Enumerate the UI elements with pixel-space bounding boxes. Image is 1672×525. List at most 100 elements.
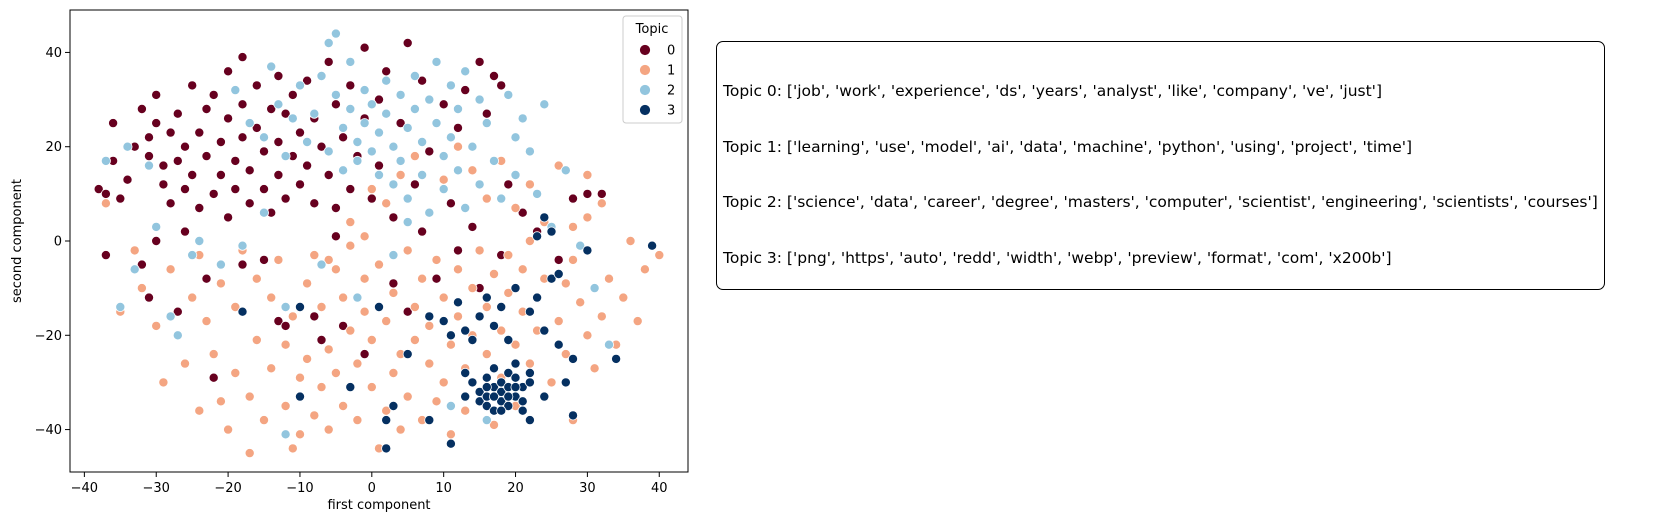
point-topic-0-15	[165, 198, 176, 209]
point-topic-3-65	[460, 367, 471, 378]
point-topic-1-134	[568, 221, 579, 232]
point-topic-0-97	[143, 292, 154, 303]
point-topic-3-40	[488, 320, 499, 331]
point-topic-2-2	[122, 141, 133, 152]
point-topic-2-10	[244, 118, 255, 129]
point-topic-1-3	[136, 283, 147, 294]
point-topic-0-34	[230, 184, 241, 195]
point-topic-1-117	[194, 405, 205, 416]
point-topic-3-39	[481, 292, 492, 303]
point-topic-1-31	[302, 353, 313, 364]
point-topic-0-31	[223, 113, 234, 124]
point-topic-2-60	[467, 141, 478, 152]
point-topic-3-51	[582, 245, 593, 256]
point-topic-3-60	[438, 316, 449, 327]
legend-marker-topic-3	[639, 104, 651, 116]
point-topic-1-125	[438, 174, 449, 185]
point-topic-1-91	[517, 264, 528, 275]
point-topic-2-86	[187, 250, 198, 261]
point-topic-1-104	[575, 297, 586, 308]
point-topic-2-13	[273, 99, 284, 110]
point-topic-0-50	[280, 193, 291, 204]
point-topic-1-116	[158, 377, 169, 388]
point-topic-3-50	[568, 353, 579, 364]
point-topic-0-10	[151, 89, 162, 100]
point-topic-3-15	[510, 372, 521, 383]
point-topic-0-21	[187, 169, 198, 180]
legend-label-topic-3: 3	[667, 104, 675, 119]
point-topic-0-100	[273, 316, 284, 327]
point-topic-2-52	[438, 151, 449, 162]
point-topic-0-99	[208, 372, 219, 383]
point-topic-1-133	[553, 160, 564, 171]
point-topic-0-86	[481, 108, 492, 119]
point-topic-1-66	[431, 254, 442, 265]
point-topic-1-73	[452, 311, 463, 322]
point-topic-0-54	[294, 179, 305, 190]
point-topic-0-38	[244, 198, 255, 209]
point-topic-1-21	[258, 415, 269, 426]
point-topic-3-43	[510, 283, 521, 294]
point-topic-1-120	[366, 184, 377, 195]
point-topic-1-13	[215, 278, 226, 289]
point-topic-1-30	[302, 278, 313, 289]
point-topic-1-138	[323, 254, 334, 265]
point-topic-1-82	[488, 419, 499, 430]
point-topic-1-92	[524, 358, 535, 369]
point-topic-0-39	[244, 165, 255, 176]
point-topic-1-47	[359, 306, 370, 317]
point-topic-1-36	[323, 344, 334, 355]
point-topic-1-61	[409, 334, 420, 345]
point-topic-0-22	[194, 127, 205, 138]
point-topic-0-14	[165, 127, 176, 138]
point-topic-2-67	[510, 169, 521, 180]
point-topic-1-54	[388, 287, 399, 298]
point-topic-2-23	[330, 28, 341, 39]
point-topic-1-45	[352, 358, 363, 369]
point-topic-2-4	[151, 221, 162, 232]
point-topic-1-11	[208, 349, 219, 360]
point-topic-1-19	[251, 334, 262, 345]
point-topic-1-114	[639, 264, 650, 275]
point-topic-0-25	[201, 151, 212, 162]
point-topic-1-126	[452, 141, 463, 152]
point-topic-2-46	[417, 136, 428, 147]
legend-frame	[622, 15, 683, 124]
point-topic-1-93	[524, 235, 535, 246]
legend-title: Topic	[635, 22, 669, 37]
point-topic-2-30	[359, 85, 370, 96]
point-topic-0-24	[201, 104, 212, 115]
point-topic-2-48	[424, 94, 435, 105]
point-topic-3-53	[647, 240, 658, 251]
point-topic-2-61	[474, 179, 485, 190]
topic-line-2: Topic 2: ['science', 'data', 'career', '…	[723, 193, 1598, 211]
point-topic-2-22	[330, 89, 341, 100]
point-topic-0-80	[438, 99, 449, 110]
point-topic-2-72	[539, 99, 550, 110]
point-topic-3-28	[460, 391, 471, 402]
point-topic-3-68	[294, 391, 305, 402]
point-topic-0-30	[223, 66, 234, 77]
point-topic-2-82	[388, 250, 399, 261]
point-topic-2-54	[445, 80, 456, 91]
x-tick-label: −10	[286, 481, 313, 496]
point-topic-1-5	[165, 264, 176, 275]
point-topic-0-56	[302, 75, 313, 86]
point-topic-1-8	[187, 292, 198, 303]
point-topic-1-69	[438, 377, 449, 388]
point-topic-0-63	[330, 202, 341, 213]
point-topic-0-17	[172, 155, 183, 166]
y-axis-label: second component	[10, 179, 25, 303]
legend-marker-topic-2	[639, 84, 651, 96]
point-topic-2-35	[373, 169, 384, 180]
point-topic-0-109	[402, 306, 413, 317]
point-topic-2-84	[481, 415, 492, 426]
point-topic-0-64	[338, 132, 349, 143]
point-topic-2-31	[359, 118, 370, 129]
point-topic-1-37	[323, 424, 334, 435]
point-topic-0-110	[431, 273, 442, 284]
point-topic-0-5	[122, 174, 133, 185]
point-topic-2-6	[172, 330, 183, 341]
point-topic-3-69	[381, 443, 392, 454]
topic-line-0: Topic 0: ['job', 'work', 'experience', '…	[723, 82, 1382, 100]
